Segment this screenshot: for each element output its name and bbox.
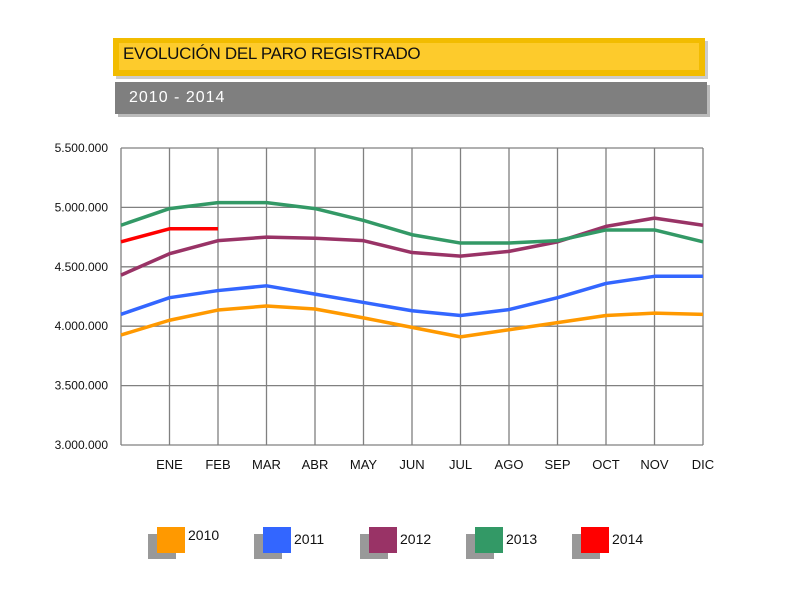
- legend-swatch: [157, 527, 185, 553]
- series-line-2010: [120, 304, 704, 339]
- x-tick-label: SEP: [544, 457, 570, 472]
- x-tick-label: MAR: [252, 457, 281, 472]
- chart-title: EVOLUCIÓN DEL PARO REGISTRADO: [123, 44, 421, 63]
- x-tick-label: MAY: [350, 457, 378, 472]
- series-line-2013: [120, 200, 704, 245]
- chart-subtitle: 2010 - 2014: [129, 89, 226, 106]
- legend-swatch: [369, 527, 397, 553]
- x-tick-label: NOV: [640, 457, 669, 472]
- x-tick-label: JUN: [399, 457, 424, 472]
- legend-swatch: [263, 527, 291, 553]
- series-line-2011: [120, 274, 703, 318]
- legend-swatch: [475, 527, 503, 553]
- legend-swatch: [581, 527, 609, 553]
- chart-subtitle-banner: 2010 - 2014: [115, 82, 707, 114]
- y-tick-label: 4.000.000: [55, 319, 109, 333]
- chart-title-banner: EVOLUCIÓN DEL PARO REGISTRADO: [113, 38, 705, 76]
- x-tick-label: DIC: [692, 457, 714, 472]
- x-tick-label: ENE: [156, 457, 183, 472]
- legend-label: 2012: [400, 531, 432, 547]
- x-tick-label: FEB: [205, 457, 230, 472]
- y-tick-label: 5.500.000: [55, 141, 109, 155]
- x-tick-label: AGO: [495, 457, 524, 472]
- y-tick-label: 3.000.000: [55, 438, 109, 452]
- legend-label: 2013: [506, 531, 538, 547]
- y-tick-label: 5.000.000: [55, 200, 109, 214]
- series-line-2012: [120, 216, 704, 277]
- x-tick-label: JUL: [449, 457, 472, 472]
- legend-label: 2010: [188, 527, 220, 543]
- x-tick-label: ABR: [302, 457, 329, 472]
- x-tick-label: OCT: [592, 457, 620, 472]
- legend-label: 2011: [294, 531, 325, 547]
- series-line-2014: [120, 227, 218, 244]
- legend-label: 2014: [612, 531, 644, 547]
- y-tick-label: 4.500.000: [55, 260, 109, 274]
- y-tick-label: 3.500.000: [55, 379, 109, 393]
